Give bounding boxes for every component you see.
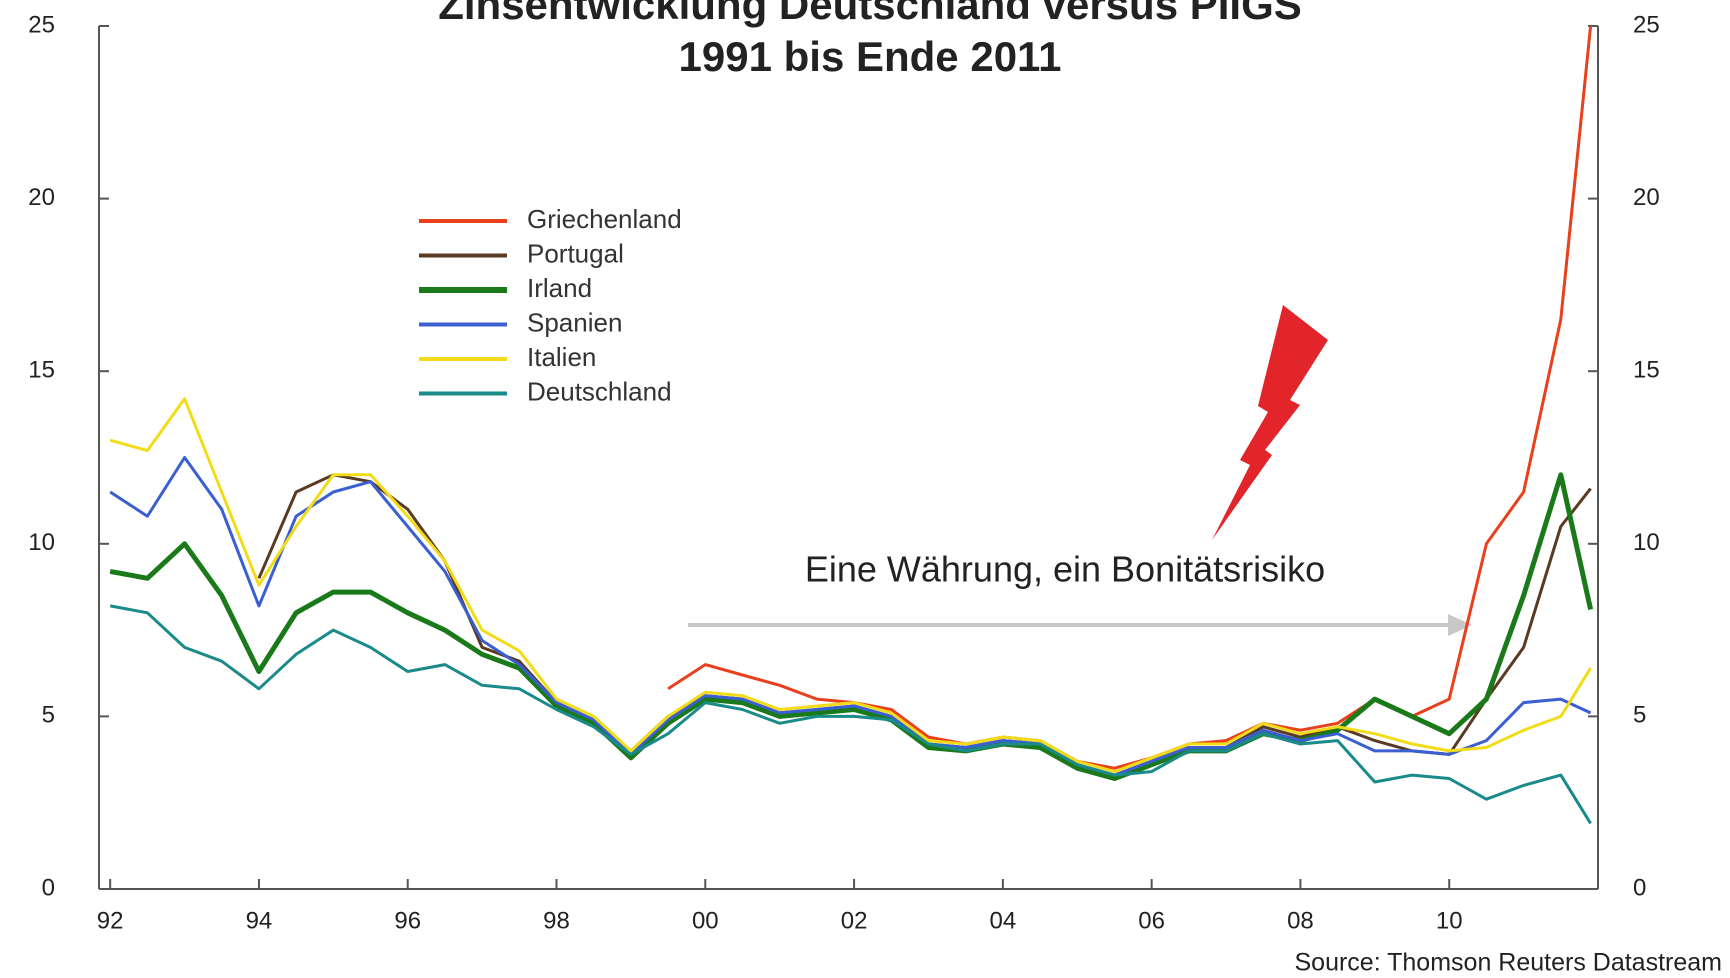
chart-title: Zinsentwicklung Deutschland versus PIIGS — [438, 0, 1302, 28]
legend-label: Portugal — [527, 238, 624, 268]
x-tick-label: 04 — [990, 907, 1017, 934]
y-tick-label: 10 — [28, 529, 55, 556]
x-tick-label: 08 — [1287, 907, 1314, 934]
arrow-head — [1448, 614, 1472, 636]
y-tick-label: 20 — [28, 184, 55, 211]
y-tick-label: 5 — [42, 702, 55, 729]
y2-tick-label: 15 — [1633, 357, 1660, 384]
legend-label: Italien — [527, 342, 596, 372]
legend-label: Deutschland — [527, 376, 672, 406]
annotation: Eine Währung, ein Bonitätsrisiko — [805, 549, 1325, 590]
y2-tick-label: 20 — [1633, 184, 1660, 211]
legend-label: Griechenland — [527, 204, 682, 234]
chart-subtitle: 1991 bis Ende 2011 — [679, 33, 1062, 80]
lightning-bolt — [1212, 305, 1328, 540]
y2-tick-label: 5 — [1633, 702, 1646, 729]
y-tick-label: 15 — [28, 357, 55, 384]
y2-tick-label: 0 — [1633, 874, 1646, 901]
series-line — [109, 604, 1592, 825]
legend-label: Spanien — [527, 307, 622, 337]
legend-label: Irland — [527, 273, 592, 303]
x-tick-label: 92 — [97, 907, 124, 934]
x-tick-label: 98 — [543, 907, 570, 934]
x-tick-label: 96 — [394, 907, 421, 934]
y2-tick-label: 25 — [1633, 11, 1660, 38]
x-tick-label: 94 — [246, 907, 273, 934]
x-tick-label: 10 — [1436, 907, 1463, 934]
x-tick-label: 02 — [841, 907, 868, 934]
series-line — [667, 25, 1593, 770]
source: Source: Thomson Reuters Datastream — [1294, 949, 1722, 977]
y2-tick-label: 10 — [1633, 529, 1660, 556]
y-tick-label: 25 — [28, 11, 55, 38]
x-tick-label: 06 — [1138, 907, 1165, 934]
series-line — [109, 456, 1592, 777]
series-line — [109, 472, 1594, 781]
x-tick-label: 00 — [692, 907, 719, 934]
y-tick-label: 0 — [42, 874, 55, 901]
series-line — [109, 397, 1592, 774]
